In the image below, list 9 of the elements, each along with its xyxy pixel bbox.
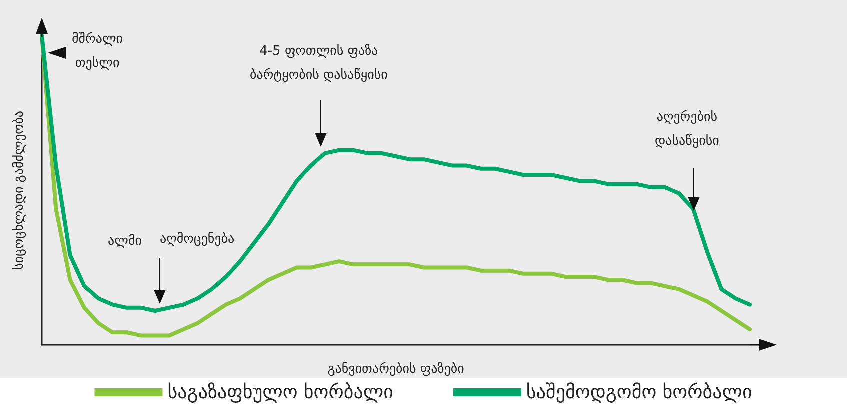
- annotation: აღმოცენება: [160, 231, 235, 249]
- x-axis-title: განვითარების ფაზები: [328, 362, 465, 377]
- annotation: ალმი: [108, 233, 142, 251]
- annotation: აღერების დასაწყისი: [655, 109, 720, 151]
- y-axis-title: სიცოცხლადი გამძლეობა: [12, 110, 27, 270]
- legend-label: საგაზაფხულო ხორბალი: [168, 382, 394, 404]
- annotation: მშრალი თესლი: [72, 31, 124, 73]
- annotation: 4-5 ფოთლის ფაზა ბარტყობის დასაწყისი: [250, 43, 388, 85]
- legend-label: საშემოდგომო ხორბალი: [526, 382, 752, 404]
